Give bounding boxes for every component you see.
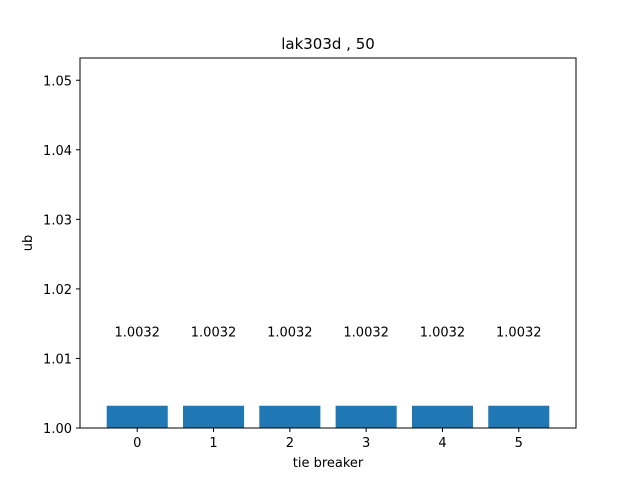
x-ticks-group: 0 1 2 3 4 5 [133,428,523,451]
x-tick-label-5: 5 [515,436,523,451]
bar-2 [259,405,321,428]
bar-4 [411,405,473,428]
y-tick-label-1: 1.01 [43,352,72,367]
bar-5 [488,405,550,428]
y-tick-label-5: 1.05 [43,74,72,89]
x-tick-label-2: 2 [286,436,294,451]
y-axis-label: ub [21,235,36,252]
bar-value-label-0: 1.0032 [114,325,160,340]
bar-0 [106,405,168,428]
bar-value-label-1: 1.0032 [191,325,237,340]
y-tick-label-4: 1.04 [43,144,72,159]
x-tick-label-3: 3 [362,436,370,451]
bar-3 [335,405,397,428]
y-ticks-group: 1.00 1.01 1.02 1.03 1.04 1.05 [43,74,80,437]
plot-background [80,58,576,428]
bar-value-label-5: 1.0032 [496,325,542,340]
y-tick-label-0: 1.00 [43,422,72,437]
x-tick-label-1: 1 [209,436,217,451]
bar-value-label-2: 1.0032 [267,325,313,340]
bar-value-label-4: 1.0032 [420,325,466,340]
chart-title: lak303d , 50 [281,35,375,53]
x-tick-label-4: 4 [438,436,446,451]
y-tick-label-3: 1.03 [43,213,72,228]
bar-value-label-3: 1.0032 [343,325,389,340]
x-tick-label-0: 0 [133,436,141,451]
bar-1 [183,405,245,428]
y-tick-label-2: 1.02 [43,283,72,298]
bar-labels-group: 1.0032 1.0032 1.0032 1.0032 1.0032 1.0032 [114,325,541,340]
bars-group [106,405,550,428]
plot-frame [79,57,577,429]
x-axis-label: tie breaker [293,456,364,471]
